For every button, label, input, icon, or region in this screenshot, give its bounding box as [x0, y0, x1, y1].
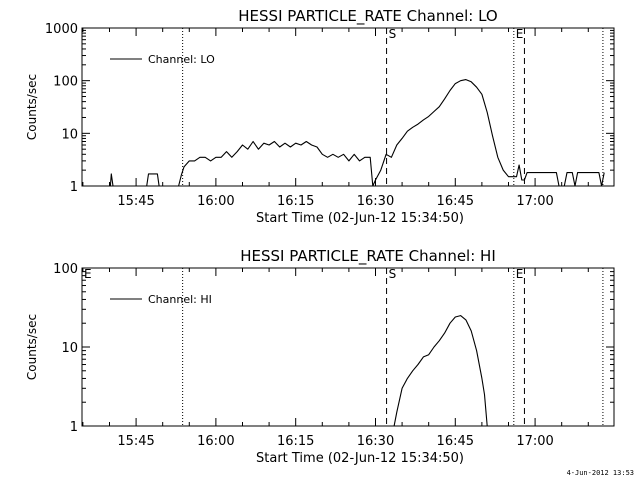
y-axis-label: Counts/sec: [25, 314, 39, 380]
x-tick-label: 16:00: [197, 434, 234, 449]
event-marker-label: E: [516, 267, 524, 281]
x-tick-label: 15:45: [117, 194, 154, 209]
y-tick-label: 10: [61, 127, 78, 142]
chart-title: HESSI PARTICLE_RATE Channel: HI: [240, 247, 496, 266]
event-marker-label: S: [389, 27, 397, 41]
legend-label: Channel: HI: [148, 293, 212, 306]
hi-channel-panel: HESSI PARTICLE_RATE Channel: HI Counts/se…: [25, 247, 615, 466]
y-tick-label: 1000: [45, 22, 78, 37]
lo-channel-panel: HESSI PARTICLE_RATE Channel: LO Counts/se…: [25, 7, 615, 226]
x-tick-label: 16:30: [357, 434, 394, 449]
series-line: [82, 79, 605, 187]
plot-frame: [81, 27, 615, 187]
y-tick-label: 100: [53, 75, 78, 90]
legend-label: Channel: LO: [148, 53, 215, 66]
y-tick-label: 1: [70, 420, 78, 435]
x-tick-label: 17:00: [516, 434, 553, 449]
x-tick-label: 16:30: [357, 194, 394, 209]
x-tick-label: 16:15: [277, 194, 314, 209]
event-marker-label: E: [84, 267, 92, 281]
x-axis-label: Start Time (02-Jun-12 15:34:50): [256, 451, 464, 466]
y-axis-label: Counts/sec: [25, 74, 39, 140]
y-tick-label: 100: [53, 262, 78, 277]
x-tick-label: 16:15: [277, 434, 314, 449]
plot-frame: [81, 267, 615, 427]
x-tick-label: 16:00: [197, 194, 234, 209]
x-tick-label: 16:45: [437, 434, 474, 449]
chart-title: HESSI PARTICLE_RATE Channel: LO: [238, 7, 497, 26]
y-tick-label: 10: [61, 341, 78, 356]
x-tick-label: 15:45: [117, 434, 154, 449]
x-axis-label: Start Time (02-Jun-12 15:34:50): [256, 211, 464, 226]
y-tick-label: 1: [70, 180, 78, 195]
x-tick-label: 16:45: [437, 194, 474, 209]
x-tick-label: 17:00: [516, 194, 553, 209]
event-marker-label: S: [389, 267, 397, 281]
plot-timestamp: 4-Jun-2012 13:53: [566, 469, 634, 477]
event-marker-label: E: [516, 27, 524, 41]
series-line: [393, 315, 488, 427]
